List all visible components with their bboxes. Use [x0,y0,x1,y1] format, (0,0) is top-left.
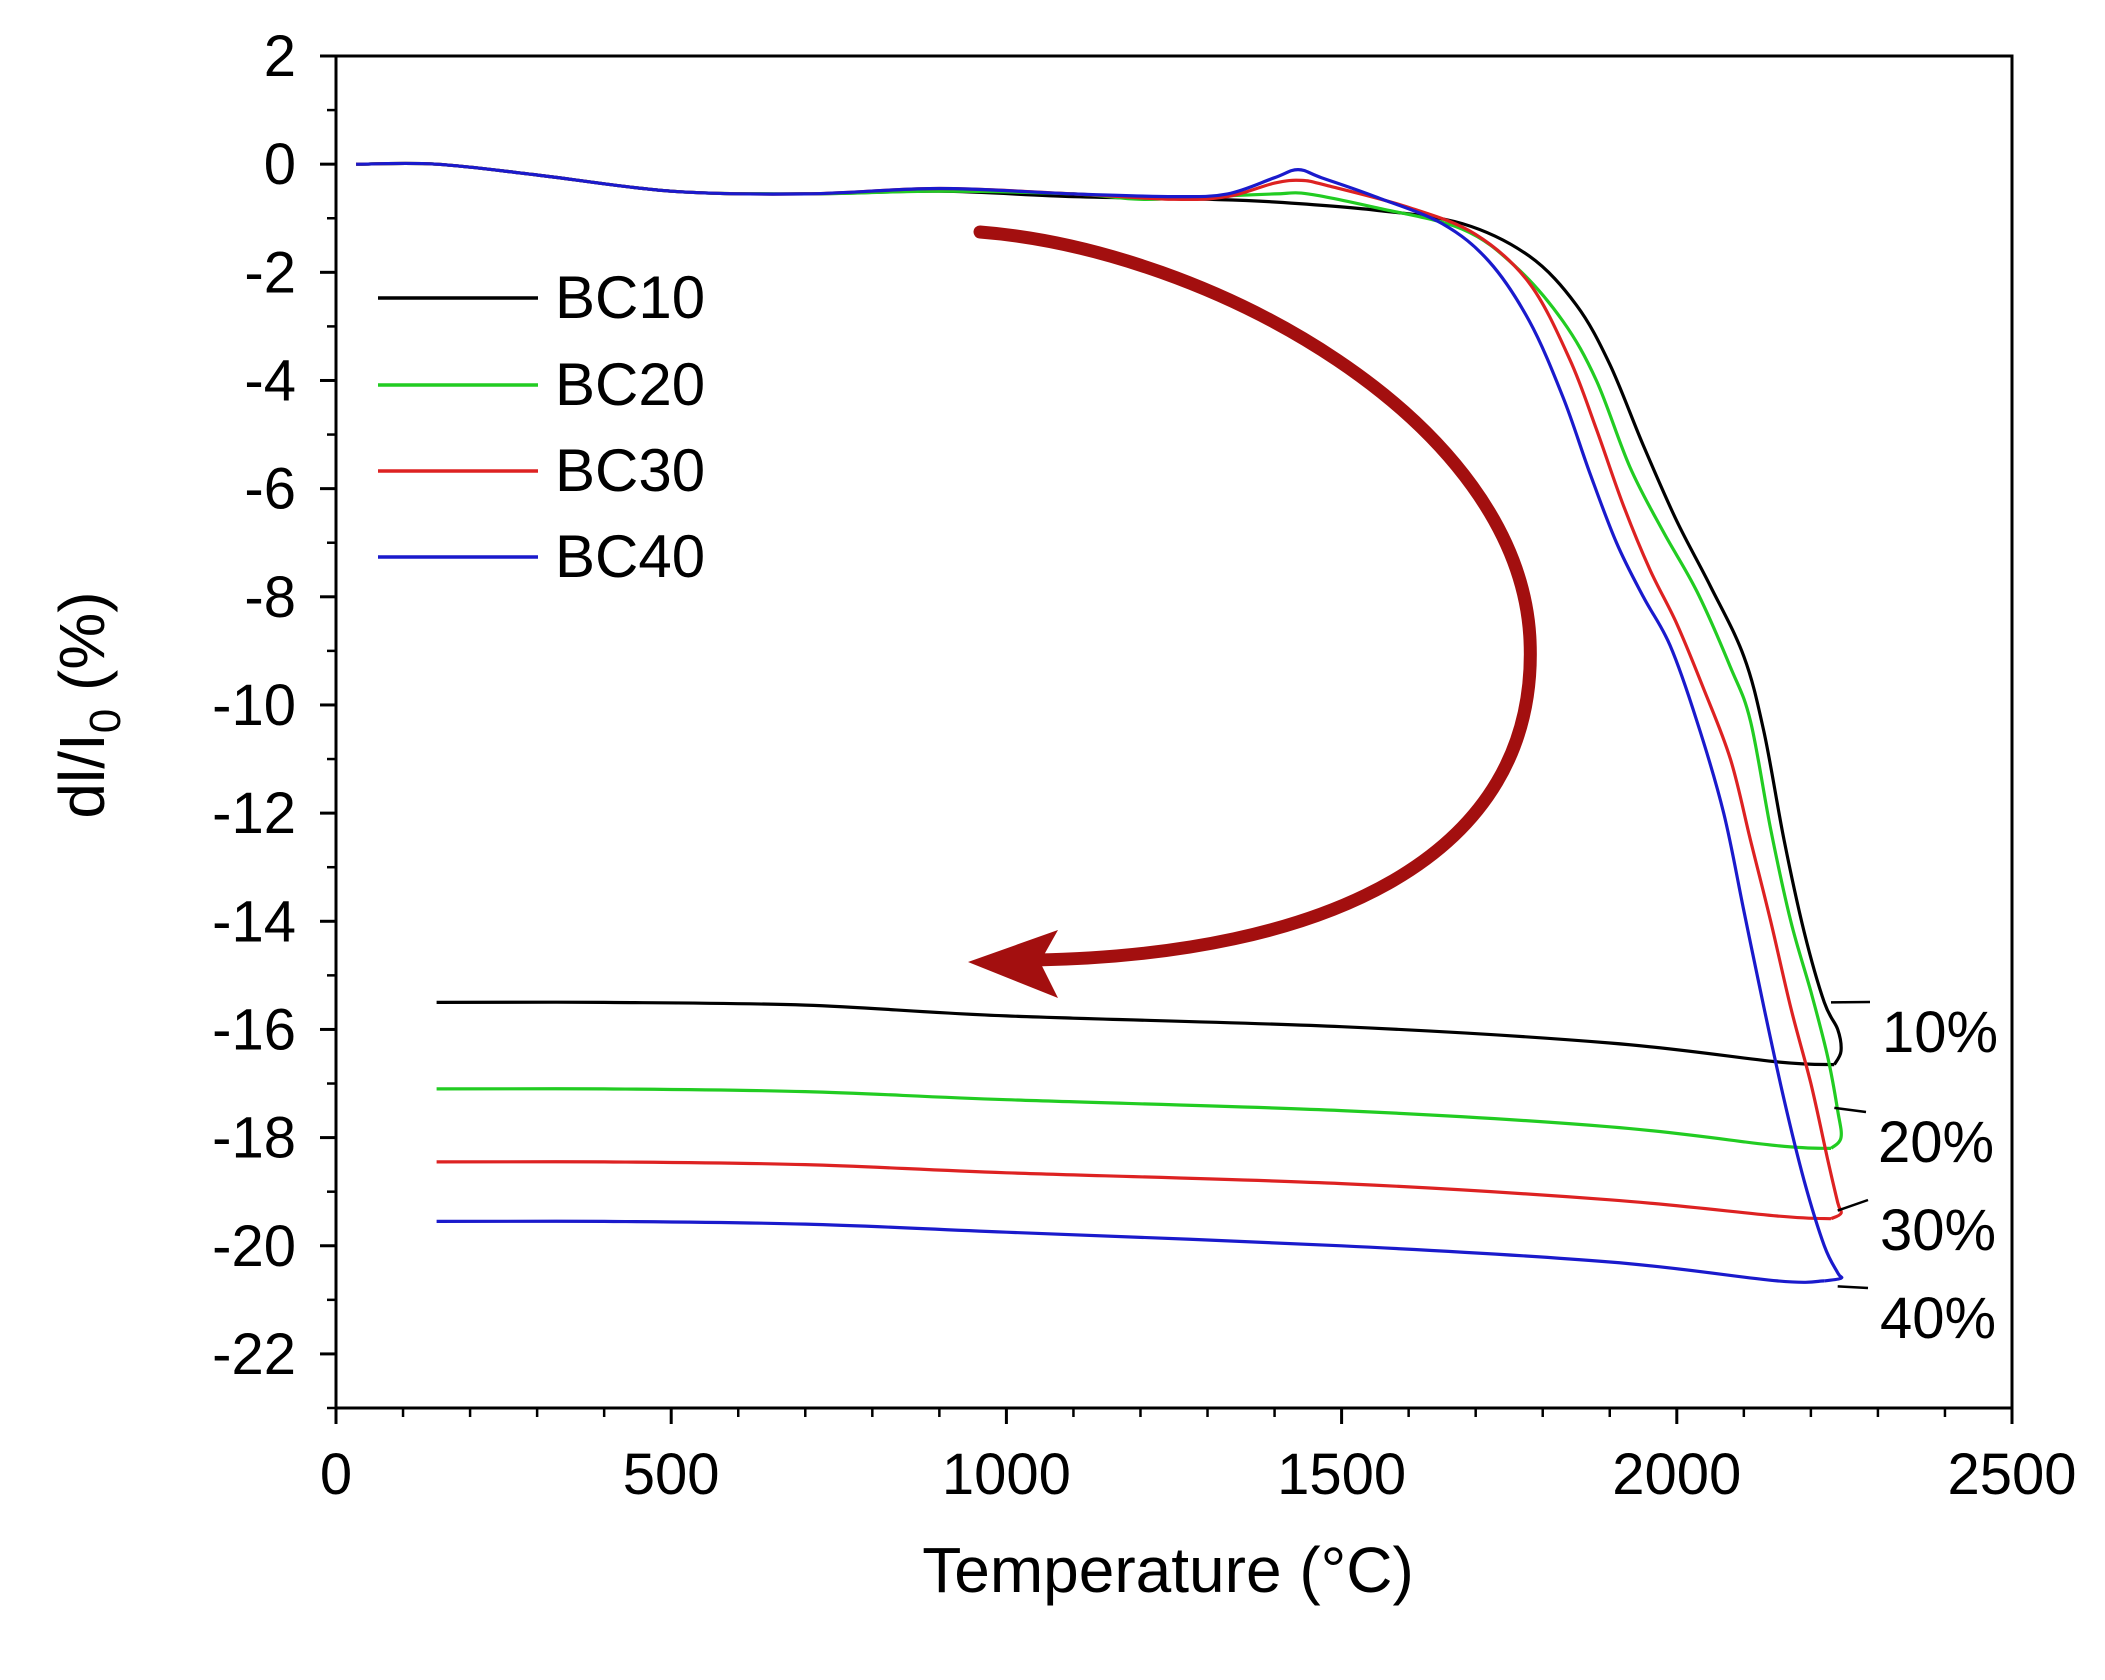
series-bc10-cooling-line [436,1000,1835,1067]
y-tick-label: -12 [212,781,296,846]
x-tick-label: 1500 [1277,1442,1406,1507]
plot-layer: 10% 20% 30% 40% [356,161,1998,1351]
legend-label-bc30: BC30 [555,437,705,504]
annotation-label-bc10: 10% [1882,1000,1998,1065]
y-tick-label: -10 [212,673,296,738]
y-tick-label: -6 [244,457,296,522]
legend-label-bc10: BC10 [555,264,705,331]
y-tick-label: -4 [244,348,296,413]
annotation-label-bc40: 40% [1880,1286,1996,1351]
legend-label-bc40: BC40 [555,523,705,590]
legend: BC10 BC20 BC30 BC40 [378,264,705,590]
axes-layer: 0 500 1000 1500 2000 2500 2 0 -2 -4 -6 -8 -10 -12 -14 -… [212,24,2076,1507]
annotation-leader-bc30 [1837,1198,1869,1212]
annotation-leader-bc40 [1837,1285,1869,1290]
x-tick-label: 2000 [1612,1442,1741,1507]
x-tick-label: 500 [623,1442,720,1507]
x-axis-title: Temperature (°C) [922,1534,1414,1606]
y-tick-label: -22 [212,1322,296,1387]
annotation-label-bc30: 30% [1880,1198,1996,1263]
y-tick-label: -14 [212,889,296,954]
y-axis-title-subscript: 0 [81,709,130,733]
annotation-label-bc20: 20% [1878,1110,1994,1175]
series-bc20-cooling-line [436,1087,1832,1150]
heating-cooling-arrow-head [968,930,1058,998]
y-tick-label: 2 [264,24,296,89]
y-axis-title-suffix: (%) [46,591,118,708]
plot-frame [334,54,2014,1410]
y-axis-title-main: dl/I [46,733,118,818]
legend-label-bc20: BC20 [555,351,705,418]
y-tick-label: -2 [244,240,296,305]
heating-cooling-arrow [973,225,1537,967]
y-tick-label: -8 [244,565,296,630]
y-tick-label: -16 [212,997,296,1062]
series-bc40-cooling-line [436,1219,1825,1284]
y-tick-label: -20 [212,1214,296,1279]
y-tick-label: -18 [212,1106,296,1171]
annotation-leader-bc20 [1834,1106,1867,1114]
x-tick-label: 1000 [942,1442,1071,1507]
y-tick-label: 0 [264,132,296,197]
x-tick-label: 0 [320,1442,352,1507]
series-bc40-heating-line [356,161,1844,1283]
x-tick-label: 2500 [1947,1442,2076,1507]
series-bc30-cooling-line [436,1160,1832,1221]
y-axis-title: dl/I0 (%) [46,591,130,818]
